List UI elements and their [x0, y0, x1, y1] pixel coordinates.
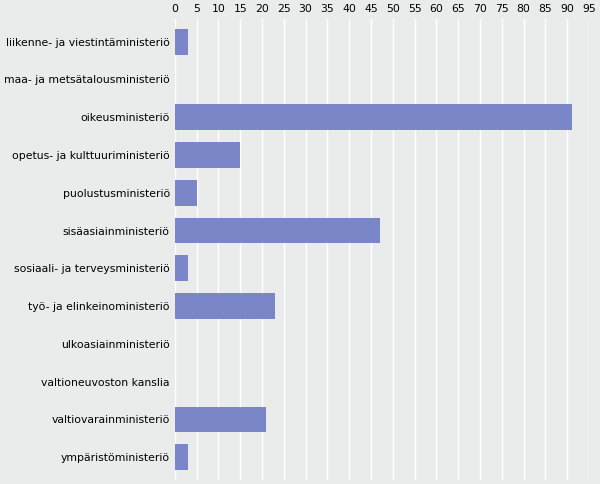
Bar	[175, 180, 197, 206]
Bar	[175, 407, 266, 432]
Bar	[175, 29, 188, 55]
Bar	[175, 105, 572, 130]
Bar	[175, 293, 275, 319]
Bar	[175, 256, 188, 281]
Bar	[175, 142, 240, 168]
Bar	[175, 218, 380, 243]
Bar	[175, 444, 188, 470]
